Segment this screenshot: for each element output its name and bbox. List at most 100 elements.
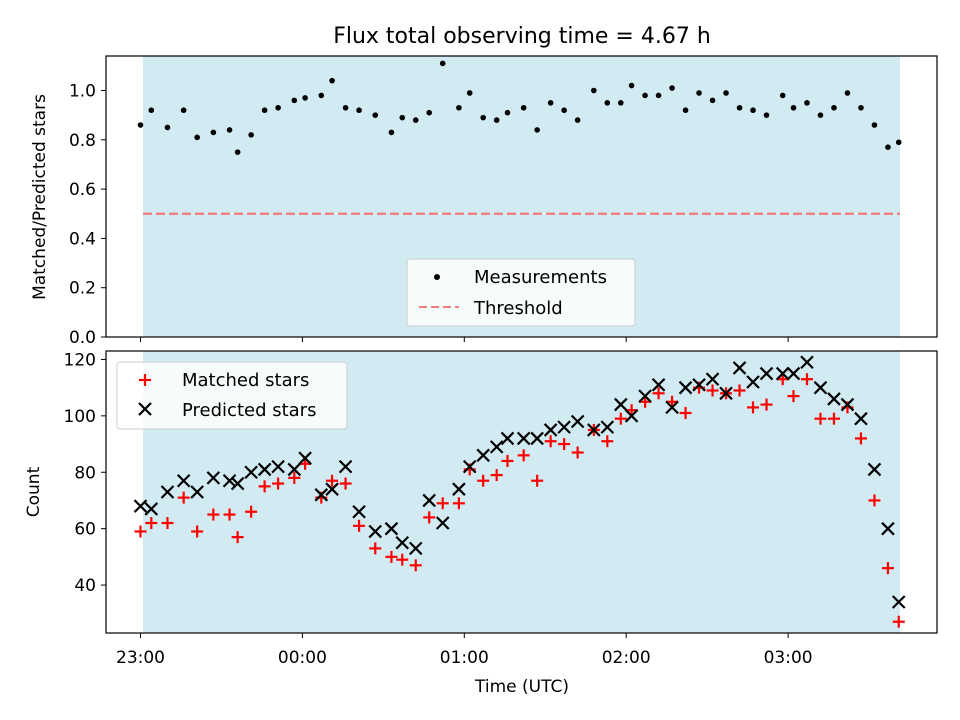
- matched-star-point: [258, 480, 271, 493]
- predicted-star-point: [500, 431, 515, 446]
- top-y-ticks: 0.0 0.2 0.4 0.6 0.8 1.0: [69, 82, 106, 348]
- measurement-point: [736, 104, 743, 111]
- x-axis-label: Time (UTC): [474, 677, 569, 697]
- predicted-star-point: [881, 521, 895, 536]
- measurement-point: [291, 97, 298, 104]
- measurement-point: [604, 100, 611, 106]
- predicted-star-point: [570, 414, 585, 429]
- predicted-star-point: [244, 465, 258, 480]
- matched-star-point: [396, 553, 409, 566]
- predicted-star-point: [176, 473, 191, 488]
- predicted-star-point: [786, 366, 801, 381]
- top-y-axis-label: Matched/Predicted stars: [30, 94, 50, 300]
- matched-star-point: [787, 390, 800, 403]
- measurement-point: [858, 104, 864, 111]
- measurement-point: [790, 104, 797, 111]
- measurement-point: [210, 129, 217, 136]
- measurement-point: [480, 114, 486, 121]
- legend-matched-marker: [139, 374, 151, 386]
- top-y-tick-label: 0.6: [69, 180, 96, 200]
- measurement-point: [318, 92, 325, 99]
- predicted-star-point: [133, 499, 148, 513]
- matched-star-point: [517, 449, 530, 462]
- matched-star-point: [571, 446, 584, 459]
- predicted-star-point: [206, 471, 221, 485]
- predicted-star-point: [719, 386, 733, 401]
- x-ticks: 23:00 00:00 01:00 02:00 03:00: [116, 337, 813, 668]
- predicted-star-point: [408, 541, 423, 556]
- measurement-point: [642, 92, 648, 99]
- predicted-star-point: [813, 380, 828, 395]
- matched-star-point: [652, 387, 665, 400]
- matched-star-point: [231, 531, 244, 544]
- measurement-point: [618, 100, 624, 106]
- top-marks: [137, 60, 902, 215]
- predicted-star-point: [638, 389, 652, 403]
- measurement-point: [456, 104, 462, 111]
- predicted-star-point: [287, 462, 302, 477]
- predicted-star-point: [395, 535, 410, 550]
- matched-star-point: [161, 517, 174, 530]
- measurement-point: [466, 90, 473, 96]
- predicted-star-point: [732, 361, 747, 375]
- matched-star-point: [558, 438, 571, 451]
- measurement-point: [226, 127, 233, 133]
- bottom-marks: [133, 355, 906, 628]
- measurement-point: [655, 92, 662, 99]
- measurement-point: [696, 90, 702, 96]
- predicted-star-point: [651, 378, 666, 392]
- measurement-point: [779, 92, 786, 99]
- measurement-point: [831, 104, 837, 111]
- predicted-star-point: [222, 473, 237, 488]
- matched-star-point: [423, 511, 436, 524]
- top-y-tick-label: 0.0: [69, 328, 96, 348]
- predicted-star-point: [452, 482, 466, 496]
- matched-star-point: [601, 435, 614, 448]
- predicted-star-point: [665, 400, 679, 415]
- predicted-star-point: [190, 485, 204, 499]
- top-y-tick-label: 0.8: [69, 131, 96, 151]
- measurement-point: [669, 85, 675, 91]
- measurement-point: [885, 144, 891, 151]
- predicted-star-point: [384, 521, 399, 536]
- bottom-legend-box: [116, 361, 348, 430]
- matched-star-point: [614, 412, 627, 425]
- matched-star-point: [892, 615, 905, 628]
- predicted-star-point: [759, 366, 774, 381]
- top-legend: Measurements Threshold: [406, 258, 636, 327]
- matched-star-point: [452, 497, 465, 510]
- measurement-point: [194, 134, 200, 141]
- measurement-point: [261, 107, 268, 114]
- measurement-point: [895, 139, 902, 146]
- measurement-point: [534, 127, 540, 133]
- matched-star-point: [679, 407, 692, 420]
- matched-star-point: [145, 517, 158, 530]
- predicted-star-point: [587, 423, 601, 437]
- measurement-point: [164, 124, 171, 131]
- matched-star-point: [353, 519, 366, 532]
- predicted-star-point: [600, 420, 615, 434]
- predicted-star-point: [271, 459, 285, 474]
- measurement-point: [520, 104, 527, 111]
- matched-star-point: [134, 525, 147, 538]
- matched-star-point: [326, 474, 339, 487]
- top-legend-box: [406, 258, 636, 327]
- bottom-legend: Matched stars Predicted stars: [116, 361, 348, 430]
- top-y-tick-label: 0.4: [69, 229, 96, 249]
- measurement-point: [399, 114, 406, 121]
- measurement-point: [342, 104, 349, 111]
- matched-star-point: [776, 373, 789, 386]
- matched-star-point: [639, 395, 652, 408]
- predicted-star-point: [827, 392, 841, 406]
- matched-star-point: [625, 404, 638, 417]
- bottom-plot-frame: [105, 350, 938, 634]
- chart-title: Flux total observing time = 4.67 h: [333, 24, 711, 49]
- legend-measurements-label: Measurements: [474, 267, 607, 288]
- top-plot-frame: [105, 55, 938, 338]
- matched-star-point: [223, 508, 236, 521]
- matched-star-point: [733, 384, 746, 397]
- measurement-point: [388, 129, 395, 136]
- top-panel: 0.0 0.2 0.4 0.6 0.8 1.0 Matched/Predicted sta…: [30, 55, 938, 348]
- predicted-star-point: [543, 423, 558, 437]
- predicted-star-point: [854, 411, 868, 426]
